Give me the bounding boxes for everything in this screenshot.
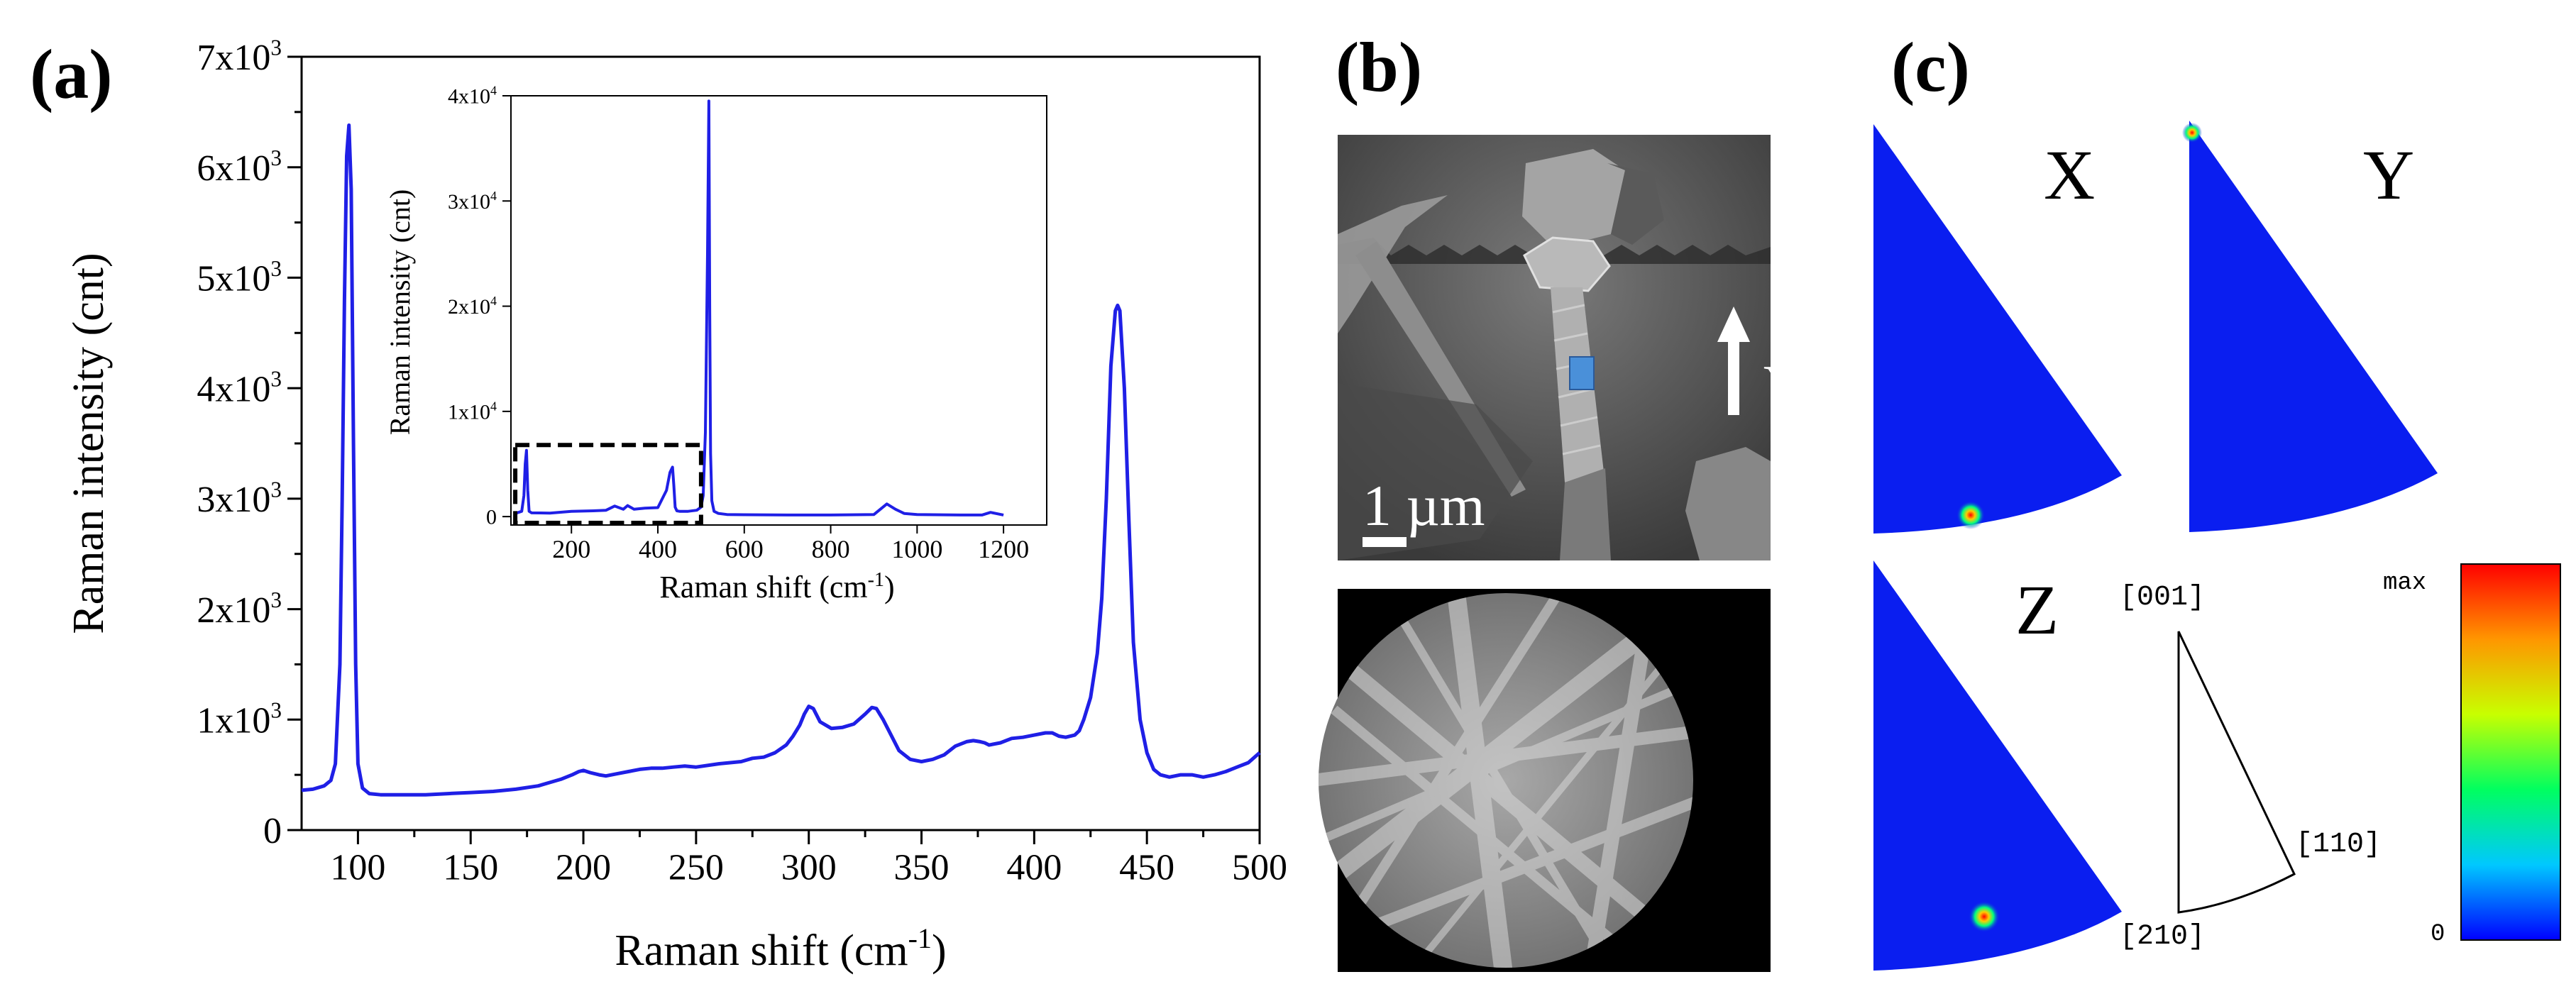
y-tick-label: 4x103 — [197, 367, 282, 410]
ipf-hotspot-y — [2182, 123, 2202, 143]
main-x-label: Raman shift (cm-1) — [615, 922, 946, 975]
inset-spectrum-line — [514, 99, 1004, 516]
x-tick-label: 1200 — [978, 535, 1029, 563]
sem-plate-right — [1685, 447, 1771, 560]
y-tick-label: 3x104 — [448, 189, 497, 214]
ipf-key-label-001: [001] — [2120, 582, 2205, 614]
x-tick-label: 450 — [1119, 847, 1174, 888]
y-axis-arrow-label: Y — [1763, 355, 1805, 417]
x-tick-label: 400 — [1006, 847, 1062, 888]
y-tick-label: 5x103 — [197, 256, 282, 299]
scale-bar — [1363, 537, 1407, 547]
y-tick-label: 6x103 — [197, 145, 282, 189]
main-x-ticks: 100 150 200 250 300 350 400 450 500 — [330, 830, 1287, 888]
x-tick-label: 200 — [556, 847, 611, 888]
y-tick-label: 2x104 — [448, 294, 497, 319]
ipf-sector-z — [1873, 560, 2122, 971]
ipf-label-z: Z — [2015, 570, 2059, 649]
y-tick-label: 7x103 — [197, 35, 282, 78]
inset-x-label: Raman shift (cm-1) — [659, 569, 894, 604]
sem-hexagon-head — [1523, 236, 1611, 292]
x-tick-label: 800 — [812, 535, 850, 563]
sem-measurement-marker — [1569, 356, 1595, 390]
inset-raman-chart: 0 1x104 2x104 3x104 4x104 200 400 600 800 1000 12… — [384, 84, 1047, 604]
colorbar-max-label: max — [2383, 570, 2426, 597]
panel-label-a: (a) — [30, 35, 113, 114]
main-spectrum-line — [301, 123, 1261, 797]
ipf-key-triangle — [2177, 631, 2296, 914]
y-tick-label: 2x103 — [197, 587, 282, 631]
ipf-map-y: Y — [2182, 121, 2438, 532]
ipf-key-label-110: [110] — [2296, 829, 2381, 861]
panel-label-c: (c) — [1891, 28, 1970, 106]
colorbar-gradient — [2460, 563, 2561, 941]
y-tick-label: 1x103 — [197, 698, 282, 741]
ipf-hotspot-x — [1956, 501, 1985, 529]
x-tick-label: 1000 — [891, 535, 942, 563]
main-raman-chart: 0 1x103 2x103 3x103 4x103 5x103 6x103 7x103 100… — [65, 35, 1287, 975]
ipf-label-x: X — [2044, 136, 2095, 214]
ipf-hotspot-z — [1969, 901, 2000, 932]
x-tick-label: 250 — [668, 847, 724, 888]
main-x-label-sup: -1 — [908, 922, 932, 954]
sem-plate-bottom — [1338, 383, 1533, 560]
inset-plot-background — [511, 96, 1047, 525]
ipf-sector-y — [2189, 121, 2438, 532]
scale-bar-label: 1 µm — [1363, 473, 1485, 538]
sem-image: Y 1 µm — [1338, 135, 1805, 560]
y-tick-label: 0 — [263, 811, 282, 851]
inset-zoom-box — [513, 443, 703, 526]
x-tick-label: 300 — [781, 847, 837, 888]
main-y-ticks: 0 1x103 2x103 3x103 4x103 5x103 6x103 7x103 — [197, 35, 302, 851]
y-tick-label: 3x103 — [197, 477, 282, 520]
sem-crystal-top-dark — [1607, 163, 1664, 245]
y-tick-label: 1x104 — [448, 399, 497, 424]
colorbar-min-label: 0 — [2431, 921, 2445, 948]
x-tick-label: 100 — [330, 847, 385, 888]
y-tick-label: 0 — [486, 506, 497, 529]
y-axis-arrow-head — [1717, 306, 1750, 342]
inset-plot-frame — [510, 95, 1047, 526]
x-tick-label: 500 — [1232, 847, 1287, 888]
sem-crystal-top — [1522, 149, 1625, 248]
x-tick-label: 400 — [639, 535, 677, 563]
sem-nanowire-base — [1560, 468, 1611, 560]
ipf-map-x: X — [1873, 124, 2122, 534]
ebsd-pattern-image — [1319, 589, 1771, 972]
y-tick-label: 4x104 — [448, 84, 497, 109]
ipf-sector-x — [1873, 124, 2122, 534]
colorbar: max 0 — [2383, 563, 2561, 948]
main-y-label: Raman intensity (cnt) — [65, 253, 113, 634]
x-tick-label: 350 — [894, 847, 950, 888]
panel-label-b: (b) — [1336, 28, 1422, 106]
inset-x-ticks: 200 400 600 800 1000 1200 — [552, 525, 1029, 563]
ipf-label-y: Y — [2363, 136, 2414, 214]
inset-y-ticks: 0 1x104 2x104 3x104 4x104 — [448, 84, 511, 529]
x-tick-label: 200 — [552, 535, 590, 563]
sem-plate-left — [1338, 195, 1448, 333]
x-tick-label: 600 — [725, 535, 764, 563]
inset-x-label-sup: -1 — [868, 569, 884, 591]
inset-y-label: Raman intensity (cnt) — [384, 189, 416, 436]
ipf-key-label-210: [210] — [2120, 921, 2205, 953]
x-tick-label: 150 — [443, 847, 498, 888]
ipf-key: [001] [110] [210] — [2120, 582, 2381, 953]
ipf-map-z: Z — [1873, 560, 2122, 971]
